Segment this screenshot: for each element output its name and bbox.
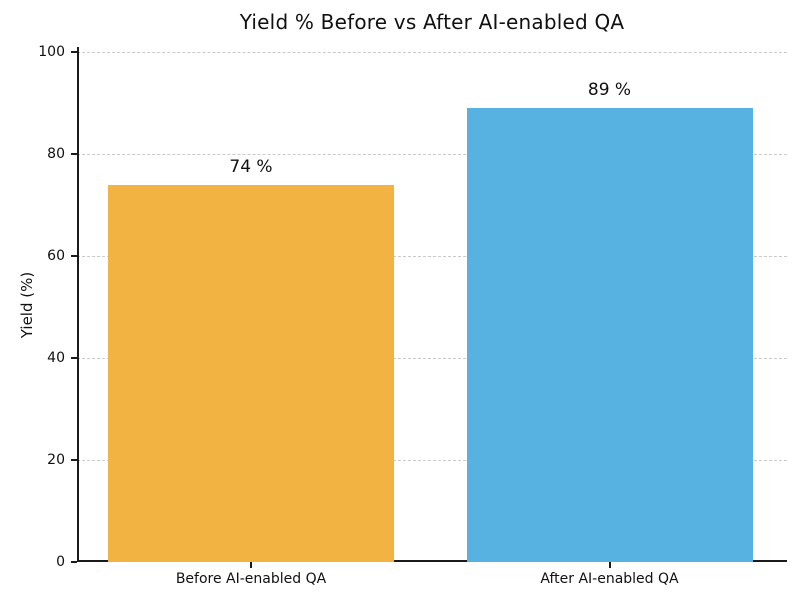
y-tick-label-60: 60 [47,248,65,264]
gridline-y-60 [77,255,787,257]
x-axis-spine [77,560,787,562]
y-tick-label-80: 80 [47,146,65,162]
bar-before [108,184,394,562]
plot-area: 0 20 40 60 80 100 74 % Before AI-enabled QA 89 %… [38,44,787,587]
y-tick-label-20: 20 [47,452,65,468]
gridline-y-80 [77,153,787,155]
y-tick-40 [71,357,77,359]
x-tick-label-0: Before AI-enabled QA [175,571,327,587]
bar-after [466,108,753,562]
gridline-y-40 [77,357,787,359]
y-tick-60 [71,255,77,257]
y-tick-label-100: 100 [38,44,65,60]
y-axis-label: Yield (%) [18,271,36,339]
x-tick-1 [608,562,611,568]
y-tick-100 [71,51,77,53]
y-tick-0 [71,561,77,563]
y-tick-label-0: 0 [56,554,65,570]
bar-value-label-after: 89 % [587,80,632,101]
bar-value-label-before: 74 % [229,156,273,177]
y-tick-label-40: 40 [47,350,65,366]
x-tick-0 [250,562,252,568]
y-tick-20 [71,459,77,461]
gridline-y-100 [77,51,787,53]
y-tick-80 [71,153,77,155]
y-axis-spine [77,47,79,562]
x-tick-label-1: After AI-enabled QA [540,571,679,587]
chart-title: Yield % Before vs After AI-enabled QA [239,10,625,34]
gridline-y-20 [77,459,787,461]
